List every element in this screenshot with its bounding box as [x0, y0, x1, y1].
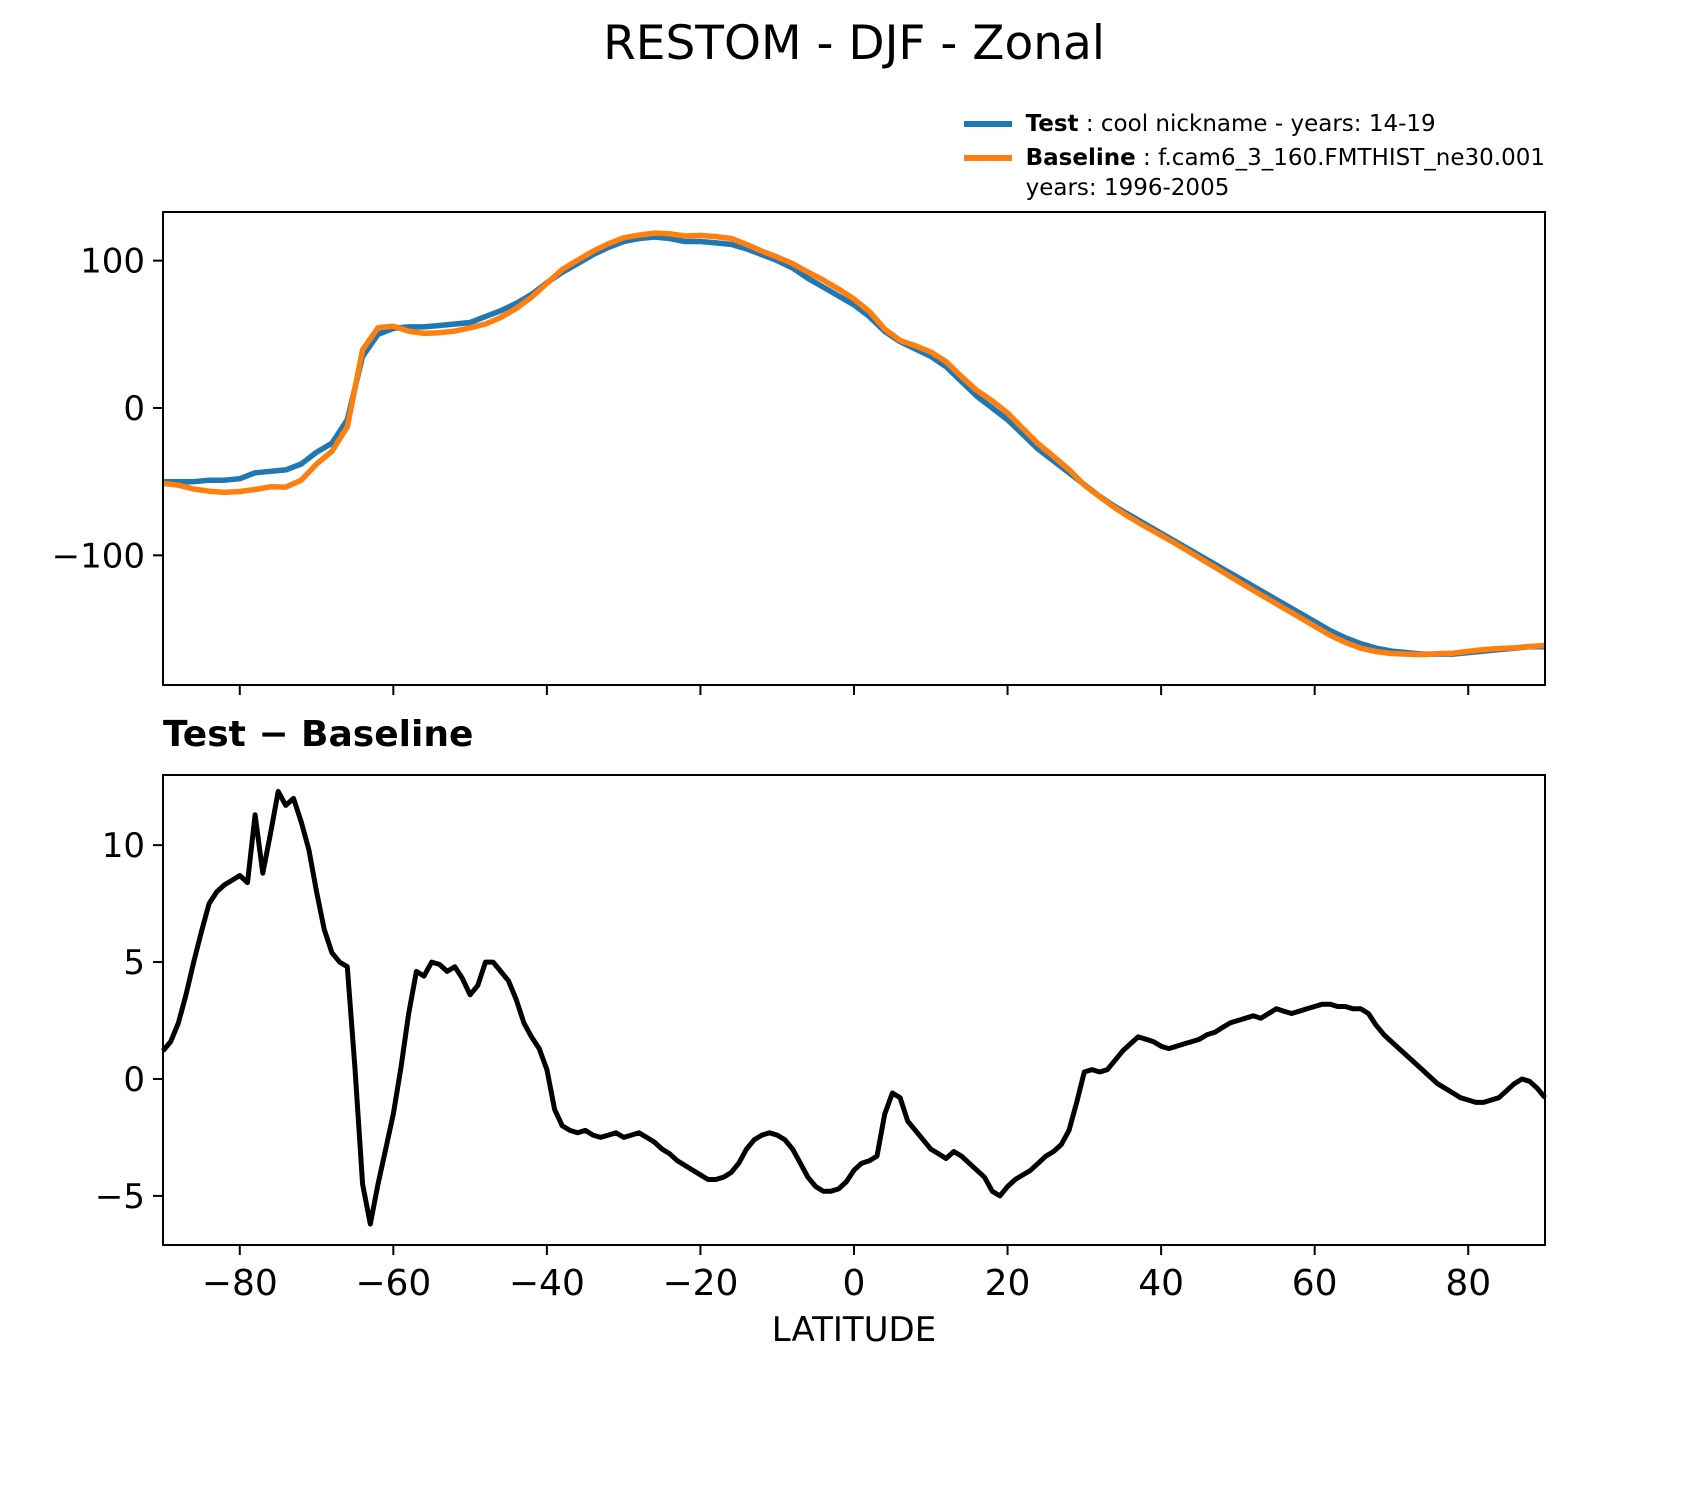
legend-test-label: Test	[1025, 111, 1079, 137]
y-tick-label: −5	[95, 1177, 145, 1217]
legend-baseline-label: Baseline	[1025, 144, 1136, 171]
x-tick-label: −80	[202, 1263, 278, 1304]
legend-baseline-years: years: 1996-2005	[1025, 174, 1230, 201]
legend-test-desc: : cool nickname - years: 14-19	[1078, 111, 1436, 137]
y-tick-label: 10	[102, 826, 145, 866]
test-line-swatch	[963, 121, 1012, 127]
legend-baseline-text: Baseline : f.cam6_3_160.FMTHIST_ne30.001…	[1026, 144, 1545, 204]
legend-baseline-desc: : f.cam6_3_160.FMTHIST_ne30.001	[1135, 144, 1545, 171]
legend-test-text: Test : cool nickname - years: 14-19	[1026, 110, 1436, 140]
axes-frame	[162, 211, 1546, 686]
legend-item-test: Test : cool nickname - years: 14-19	[963, 110, 1545, 140]
x-tick-label: −20	[662, 1263, 738, 1304]
x-tick-label: 20	[985, 1263, 1031, 1304]
y-tick-label: 100	[80, 242, 145, 282]
x-tick-label: 60	[1292, 1263, 1338, 1304]
x-tick-label: −60	[355, 1263, 431, 1304]
bottom-panel-chart: −80 −60 −40 −20 0 20 40 60 80 10 5 0 −5	[95, 774, 1547, 1304]
baseline-line-swatch	[963, 154, 1012, 161]
legend-item-baseline: Baseline : f.cam6_3_160.FMTHIST_ne30.001…	[963, 144, 1545, 204]
top-panel-chart: 100 0 −100	[52, 211, 1546, 695]
x-axis-label: LATITUDE	[771, 1310, 937, 1350]
y-tick-label: 0	[123, 389, 145, 429]
chart-title: RESTOM - DJF - Zonal	[603, 16, 1105, 71]
legend: Test : cool nickname - years: 14-19 Base…	[963, 110, 1545, 208]
y-tick-label: −100	[52, 536, 145, 576]
y-tick-label: 0	[123, 1060, 145, 1100]
y-tick-label: 5	[123, 943, 145, 983]
baseline-line	[162, 230, 1546, 658]
x-tick-label: 40	[1138, 1263, 1184, 1304]
test-baseline-line	[161, 788, 1547, 1227]
baseline-line-swatch-icon	[963, 154, 1012, 161]
diff-panel-title: Test − Baseline	[163, 714, 474, 755]
x-tick-label: 0	[843, 1263, 866, 1304]
x-tick-label: 80	[1445, 1263, 1491, 1304]
test-line-swatch-icon	[963, 121, 1012, 127]
x-tick-label: −40	[509, 1263, 585, 1304]
